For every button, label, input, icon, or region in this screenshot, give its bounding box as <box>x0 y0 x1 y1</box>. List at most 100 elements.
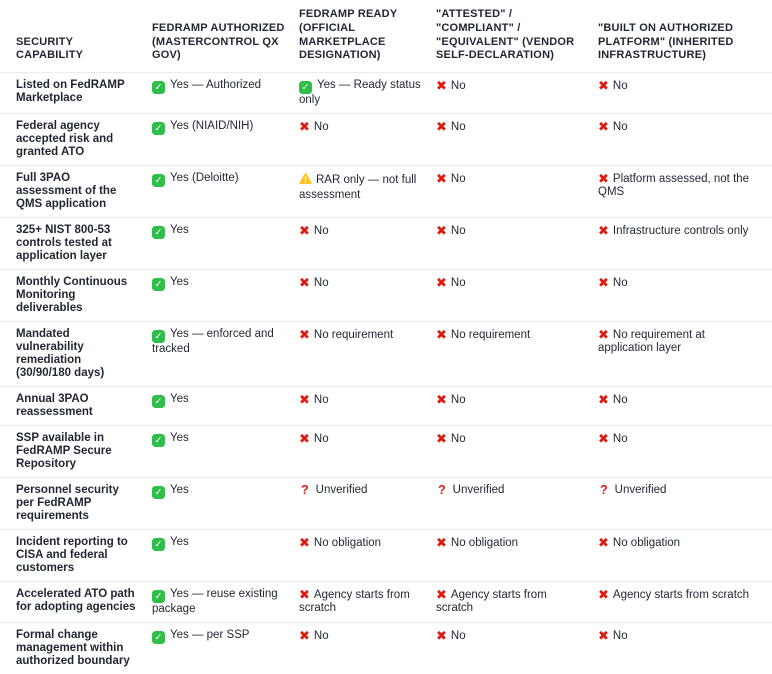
check-icon: ✓ <box>152 631 165 644</box>
capability-cell: Formal change management within authoriz… <box>0 623 152 674</box>
check-icon: ✓ <box>152 434 165 447</box>
status-cell: ✖ No <box>598 623 772 674</box>
status-text: Yes — enforced and tracked <box>152 328 274 355</box>
status-text: Unverified <box>453 484 505 496</box>
cross-icon: ✖ <box>436 393 447 406</box>
capability-cell: Personnel security per FedRAMP requireme… <box>0 478 152 530</box>
status-cell: ✖Infrastructure controls only <box>598 218 772 270</box>
status-text: No <box>451 80 466 92</box>
status-text: Yes — per SSP <box>170 629 249 641</box>
status-cell: ✖Agency starts from scratch <box>299 582 436 623</box>
status-text: No obligation <box>613 537 680 549</box>
status-cell: ? Unverified <box>436 478 598 530</box>
cross-icon: ✖ <box>598 393 609 406</box>
status-cell: ✖No <box>598 73 772 114</box>
status-cell: ✖No <box>598 270 772 322</box>
status-cell: ✖ Agency starts from scratch <box>598 582 772 623</box>
status-text: No <box>451 394 466 406</box>
cross-icon: ✖ <box>598 328 609 341</box>
cross-icon: ✖ <box>598 432 609 445</box>
cross-icon: ✖ <box>598 276 609 289</box>
table-body: Listed on FedRAMP Marketplace ✓Yes — Aut… <box>0 73 772 674</box>
check-icon: ✓ <box>152 174 165 187</box>
table-row: Mandated vulnerability remediation (30/9… <box>0 322 772 387</box>
cross-icon: ✖ <box>299 629 310 642</box>
table-row: Annual 3PAO reassessment ✓Yes ✖No ✖No ✖N… <box>0 387 772 426</box>
status-text: No <box>451 173 466 185</box>
status-cell: ✖No <box>436 426 598 478</box>
status-text: Yes (NIAID/NIH) <box>170 120 253 132</box>
table-row: Full 3PAO assessment of the QMS applicat… <box>0 166 772 218</box>
capability-cell: Accelerated ATO path for adopting agenci… <box>0 582 152 623</box>
status-text: No <box>451 121 466 133</box>
cross-icon: ✖ <box>299 120 310 133</box>
status-cell: ✓Yes <box>152 387 299 426</box>
status-cell: ✖ No requirement <box>299 322 436 387</box>
status-text: Yes <box>170 393 189 405</box>
check-icon: ✓ <box>152 538 165 551</box>
table-row: Monthly Continuous Monitoring deliverabl… <box>0 270 772 322</box>
check-icon: ✓ <box>152 590 165 603</box>
column-header-built-on-platform: "BUILT ON AUTHORIZED PLATFORM" (INHERITE… <box>598 0 772 73</box>
status-text: Unverified <box>615 484 667 496</box>
cross-icon: ✖ <box>598 172 609 185</box>
status-cell: ✖No <box>598 114 772 166</box>
status-cell: ✖No <box>436 114 598 166</box>
column-header-attested: "ATTESTED" / "COMPLIANT" / "EQUIVALENT" … <box>436 0 598 73</box>
table-row: SSP available in FedRAMP Secure Reposito… <box>0 426 772 478</box>
status-cell: ? Unverified <box>598 478 772 530</box>
status-cell: ✓Yes — enforced and tracked <box>152 322 299 387</box>
check-icon: ✓ <box>152 81 165 94</box>
cross-icon: ✖ <box>299 432 310 445</box>
table-row: Accelerated ATO path for adopting agenci… <box>0 582 772 623</box>
status-text: Infrastructure controls only <box>613 225 749 237</box>
cross-icon: ✖ <box>598 588 609 601</box>
cross-icon: ✖ <box>299 328 310 341</box>
status-cell: ✖No <box>299 623 436 674</box>
column-header-fedramp-ready: FEDRAMP READY (OFFICIAL MARKETPLACE DESI… <box>299 0 436 73</box>
status-cell: ✓ Yes (Deloitte) <box>152 166 299 218</box>
status-cell: ✓Yes — reuse existing package <box>152 582 299 623</box>
capability-cell: SSP available in FedRAMP Secure Reposito… <box>0 426 152 478</box>
status-cell: ✖No <box>598 387 772 426</box>
table-row: Formal change management within authoriz… <box>0 623 772 674</box>
cross-icon: ✖ <box>598 120 609 133</box>
status-text: No requirement <box>314 329 393 341</box>
check-icon: ✓ <box>152 330 165 343</box>
status-text: Yes (Deloitte) <box>170 172 239 184</box>
status-text: Yes — Ready status only <box>299 79 421 106</box>
cross-icon: ✖ <box>436 432 447 445</box>
status-cell: ✖ No requirement <box>436 322 598 387</box>
cross-icon: ✖ <box>598 536 609 549</box>
table-row: Personnel security per FedRAMP requireme… <box>0 478 772 530</box>
column-header-security-capability: SECURITY CAPABILITY <box>0 0 152 73</box>
status-text: No <box>613 630 628 642</box>
cross-icon: ✖ <box>299 536 310 549</box>
status-cell: ✖No <box>436 166 598 218</box>
cross-icon: ✖ <box>436 276 447 289</box>
status-cell: ✓Yes (NIAID/NIH) <box>152 114 299 166</box>
status-text: No requirement <box>451 329 530 341</box>
question-icon: ? <box>600 484 608 497</box>
cross-icon: ✖ <box>436 224 447 237</box>
status-cell: ✖No <box>299 270 436 322</box>
table-row: 325+ NIST 800-53 controls tested at appl… <box>0 218 772 270</box>
column-header-fedramp-authorized: FEDRAMP AUTHORIZED (MASTERCONTROL QX GOV… <box>152 0 299 73</box>
question-icon: ? <box>438 484 446 497</box>
capability-cell: Incident reporting to CISA and federal c… <box>0 530 152 582</box>
status-cell: ✖No requirement at application layer <box>598 322 772 387</box>
cross-icon: ✖ <box>436 328 447 341</box>
capability-cell: Full 3PAO assessment of the QMS applicat… <box>0 166 152 218</box>
status-cell: ✖Platform assessed, not the QMS <box>598 166 772 218</box>
cross-icon: ✖ <box>299 224 310 237</box>
status-text: Agency starts from scratch <box>613 589 749 601</box>
status-text: Agency starts from scratch <box>299 589 410 614</box>
cross-icon: ✖ <box>598 629 609 642</box>
status-text: No <box>451 630 466 642</box>
status-cell: ✖No obligation <box>299 530 436 582</box>
cross-icon: ✖ <box>299 393 310 406</box>
status-cell: ✓Yes — Authorized <box>152 73 299 114</box>
cross-icon: ✖ <box>299 276 310 289</box>
cross-icon: ✖ <box>598 79 609 92</box>
